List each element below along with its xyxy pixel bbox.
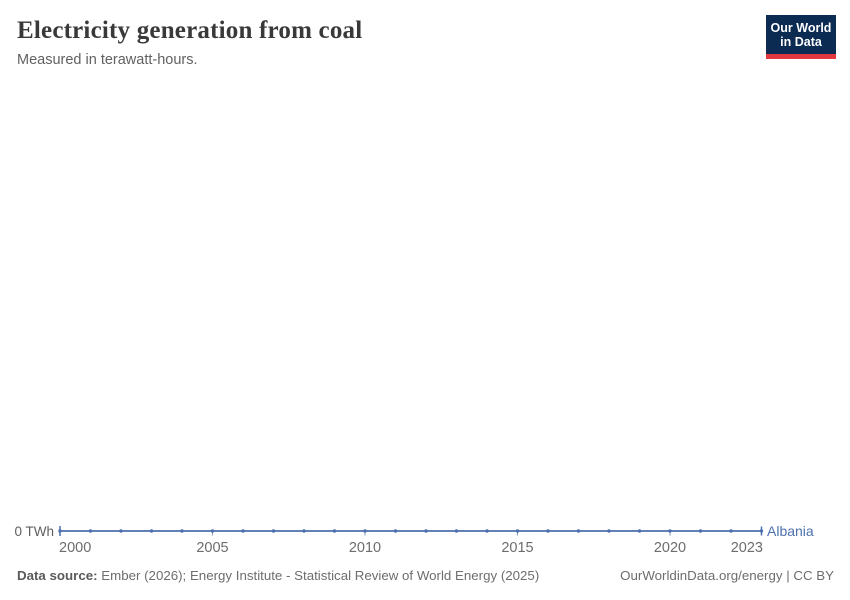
data-point — [149, 529, 154, 533]
data-point — [454, 529, 459, 533]
data-point — [729, 529, 733, 533]
x-tick-label: 2005 — [196, 540, 228, 556]
data-point — [759, 529, 764, 533]
owid-logo-line1: Our World — [770, 21, 832, 35]
data-point — [393, 529, 398, 533]
x-tick-label: 2023 — [731, 540, 763, 556]
data-point — [576, 529, 581, 533]
data-point — [515, 529, 520, 533]
data-point — [119, 529, 123, 533]
chart-title: Electricity generation from coal — [17, 17, 363, 44]
data-point — [241, 529, 245, 533]
data-point — [180, 529, 184, 533]
data-source-note: Data source: Ember (2026); Energy Instit… — [17, 568, 539, 584]
entity-label: Albania — [767, 523, 814, 539]
data-point — [698, 529, 703, 533]
data-point — [58, 529, 62, 533]
data-source-label: Data source: — [17, 568, 98, 583]
owid-logo[interactable]: Our World in Data — [766, 15, 836, 59]
data-point — [271, 529, 276, 533]
data-point — [88, 529, 93, 533]
attribution-link[interactable]: OurWorldinData.org/energy | CC BY — [620, 568, 834, 583]
chart-subtitle: Measured in terawatt-hours. — [17, 52, 198, 68]
data-point — [546, 529, 550, 533]
x-tick-label: 2020 — [654, 540, 686, 556]
data-point — [363, 529, 367, 533]
owid-logo-line2: in Data — [780, 35, 822, 49]
data-point — [485, 529, 489, 533]
data-point — [607, 529, 611, 533]
data-point — [637, 529, 642, 533]
data-point — [668, 529, 672, 533]
x-tick-label: 2010 — [349, 540, 381, 556]
data-point — [424, 529, 428, 533]
data-point — [210, 529, 215, 533]
chart-header: Electricity generation from coal Measure… — [17, 16, 740, 69]
x-tick-label: 2000 — [59, 540, 91, 556]
data-point — [332, 529, 337, 533]
data-source-text: Ember (2026); Energy Institute - Statist… — [97, 568, 540, 583]
chart-footer: Data source: Ember (2026); Energy Instit… — [17, 568, 834, 584]
y-axis-unit-label: 0 TWh — [14, 524, 54, 539]
data-point — [302, 529, 306, 533]
x-tick-label: 2015 — [501, 540, 533, 556]
